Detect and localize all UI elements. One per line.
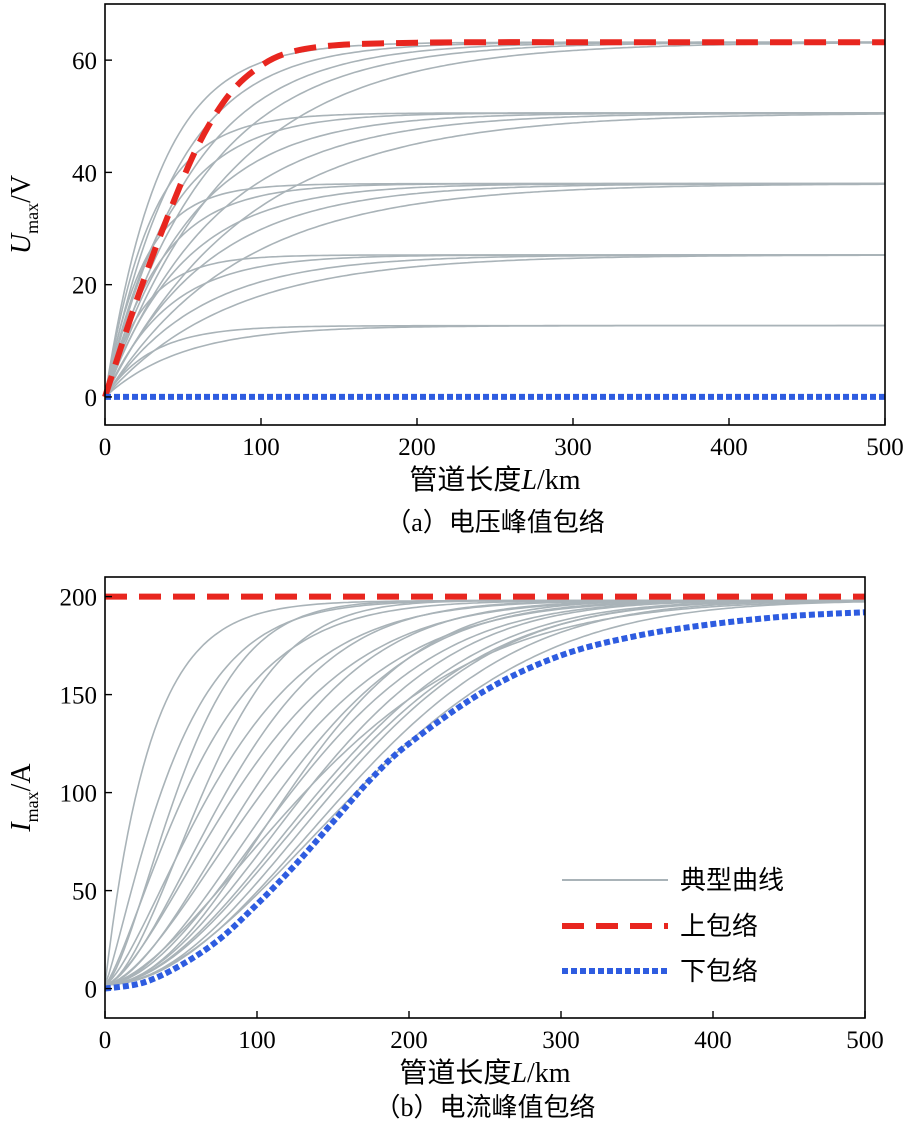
typical-curve <box>104 41 885 398</box>
voltage-x-axis-label: 管道长度L/km <box>409 464 580 496</box>
voltage-chart-caption: （a）电压峰值包络 <box>385 508 605 537</box>
typical-curve <box>104 182 885 398</box>
x-tick-label: 300 <box>554 434 592 461</box>
legend-lower-label: 下包络 <box>680 957 758 986</box>
y-tick-label: 150 <box>60 683 98 710</box>
legend-upper-label: 上包络 <box>680 912 758 941</box>
x-tick-label: 100 <box>242 434 280 461</box>
current-plot-frame <box>104 576 866 1019</box>
current-axis-ticks: 0 100 200 300 400 500 0 50 100 150 200 <box>60 585 884 1054</box>
x-tick-label: 500 <box>846 1027 884 1054</box>
y-tick-label: 100 <box>60 781 98 808</box>
x-tick-label: 400 <box>694 1027 732 1054</box>
current-typical-curves <box>104 599 866 986</box>
current-x-axis-label: 管道长度L/km <box>399 1057 570 1089</box>
y-tick-label: 200 <box>60 585 98 612</box>
typical-curve <box>104 41 885 398</box>
x-tick-label: 300 <box>542 1027 580 1054</box>
typical-curve <box>104 183 885 398</box>
x-tick-label: 100 <box>238 1027 276 1054</box>
typical-curve <box>104 601 866 986</box>
current-chart-caption: （b）电流峰值包络 <box>374 1093 595 1122</box>
x-tick-label: 0 <box>99 434 112 461</box>
current-chart-panel: 0 100 200 300 400 500 0 50 100 150 200 Imax/A 管道长度… <box>6 576 884 1122</box>
typical-curve <box>104 42 885 398</box>
y-tick-label: 20 <box>72 273 97 300</box>
typical-curve <box>104 600 865 986</box>
y-tick-label: 40 <box>72 160 97 187</box>
voltage-upper-envelope <box>102 39 885 398</box>
current-y-axis-label: Imax/A <box>6 763 42 833</box>
typical-curve <box>104 324 885 398</box>
typical-curve <box>104 182 885 398</box>
typical-curve <box>104 182 885 398</box>
y-tick-label: 0 <box>85 977 98 1004</box>
typical-curve <box>104 41 885 398</box>
typical-curve <box>104 599 865 986</box>
typical-curve <box>104 324 885 398</box>
typical-curve <box>104 600 865 986</box>
current-lower-envelope <box>104 609 866 992</box>
typical-curve <box>104 254 885 398</box>
typical-curve <box>104 182 885 398</box>
voltage-plot-frame <box>104 3 886 426</box>
x-tick-label: 400 <box>710 434 748 461</box>
x-tick-label: 500 <box>866 434 904 461</box>
y-tick-label: 50 <box>72 879 97 906</box>
legend-typical-label: 典型曲线 <box>680 866 784 895</box>
typical-curve <box>104 41 885 398</box>
x-tick-label: 200 <box>390 1027 428 1054</box>
typical-curve <box>104 113 885 398</box>
voltage-axis-ticks: 0 100 200 300 400 500 0 20 40 60 <box>72 48 904 461</box>
x-tick-label: 0 <box>99 1027 112 1054</box>
legend: 典型曲线 上包络 下包络 <box>562 866 784 986</box>
x-tick-label: 200 <box>398 434 436 461</box>
voltage-y-axis-label: Umax/V <box>6 175 42 254</box>
y-tick-label: 0 <box>85 385 98 412</box>
typical-curve <box>104 112 885 398</box>
y-tick-label: 60 <box>72 48 97 75</box>
voltage-typical-curves <box>104 41 885 398</box>
